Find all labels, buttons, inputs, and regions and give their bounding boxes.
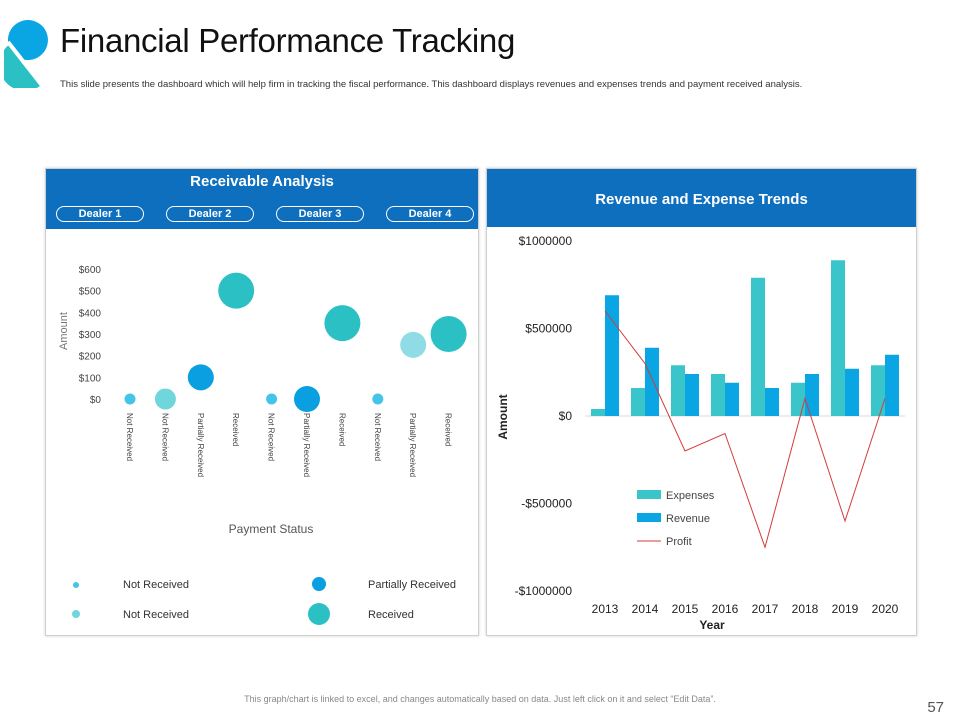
bar-revenue-2018 [805,374,819,416]
bar-x-tick-2015: 2015 [672,602,699,616]
legend-partially-received-marker [312,577,326,591]
dealer-1-button[interactable]: Dealer 1 [56,206,144,222]
bubble-y-tick-4: $400 [79,308,102,319]
legend-not-received-2-marker [72,610,80,618]
bar-expenses-2019 [831,260,845,416]
bar-revenue-2016 [725,382,739,416]
bubble-x-tick-10-received: Received [444,413,453,446]
bubble-point-7 [324,305,361,342]
bar-y-tick-0: $1000000 [519,234,573,248]
bar-x-axis-label: Year [699,618,725,632]
page-title: Financial Performance Tracking [60,22,516,59]
legend-partially-received-label: Partially Received [368,579,457,591]
bar-legend-expenses-swatch [637,490,661,499]
logo-top-shape [7,20,48,60]
revenue-expense-chart: Amount Year $1000000 $500000 $0 -$500000 -$1… [496,234,905,632]
bar-revenue-2019 [845,368,859,416]
line-profit [604,310,886,549]
bubble-point-3 [187,364,214,391]
bar-x-tick-2016: 2016 [712,602,739,616]
bubble-x-tick-1-not-received: Not Received [125,413,134,461]
bubble-point-4 [218,272,255,309]
bubble-x-tick-7-received: Received [337,413,346,446]
bar-x-tick-2013: 2013 [592,602,619,616]
bubble-point-8 [372,393,384,405]
bubble-y-tick-2: $200 [79,352,102,363]
legend-not-received-label: Not Received [123,579,190,591]
bar-x-tick-2014: 2014 [632,602,659,616]
legend-not-received-2-label: Not Received [123,609,190,621]
bar-expenses-2016 [711,374,725,416]
footer-note: This graph/chart is linked to excel, and… [244,694,716,704]
legend-received-marker [308,603,330,625]
bar-revenue-2017 [765,388,779,416]
bar-y-tick-3: -$500000 [521,497,572,511]
bubble-x-axis-label: Payment Status [229,522,314,536]
bubble-y-tick-1: $100 [79,373,102,384]
bubble-point-2 [154,388,176,410]
bar-x-tick-2019: 2019 [832,602,859,616]
revenue-expense-title: Revenue and Expense Trends [595,191,808,208]
bubble-y-tick-5: $500 [79,287,102,298]
receivable-bubble-chart: Amount Payment Status $0 $100 $200 $300 $400… [58,265,467,536]
legend-not-received-marker [73,582,79,588]
dealer-3-button[interactable]: Dealer 3 [276,206,364,222]
bar-expenses-2013 [591,409,605,416]
bar-y-tick-1: $500000 [525,322,572,336]
logo-divider [6,40,46,88]
receivable-analysis-header: Receivable Analysis Dealer 1 Dealer 2 De… [46,169,478,229]
bar-y-tick-4: -$1000000 [515,584,573,598]
bar-legend-expenses-label: Expenses [666,490,715,502]
bubble-y-tick-0: $0 [90,395,102,406]
bar-legend-revenue-label: Revenue [666,513,710,525]
bubble-point-9 [400,331,427,358]
bar-expenses-2014 [631,388,645,416]
bubble-point-6 [294,386,320,412]
bar-expenses-2020 [871,365,885,416]
company-logo [4,20,48,88]
bubble-x-tick-5-not-received: Not Received [267,413,276,461]
bar-expenses-2017 [751,277,765,416]
legend-received-label: Received [368,609,414,621]
bubble-x-tick-6-partially-received: Partially Received [302,413,311,477]
bar-x-tick-2020: 2020 [872,602,899,616]
bubble-y-tick-6: $600 [79,265,102,276]
bubble-point-10 [430,316,467,352]
page-number: 57 [927,699,944,716]
revenue-expense-panel: Revenue and Expense Trends Amount Year $… [486,168,917,636]
bar-expenses-2015 [671,365,685,416]
bar-y-axis-label: Amount [496,394,510,439]
bubble-x-tick-9-partially-received: Partially Received [408,413,417,477]
bubble-y-tick-3: $300 [79,330,102,341]
page-subtitle: This slide presents the dashboard which … [60,79,803,90]
bar-y-tick-2: $0 [559,409,573,423]
dealer-4-button[interactable]: Dealer 4 [386,206,474,222]
bubble-x-tick-8-not-received: Not Received [373,413,382,461]
bar-x-tick-2017: 2017 [752,602,779,616]
logo-bottom-shape [4,44,40,88]
bubble-x-tick-4-received: Received [231,413,240,446]
bar-legend-revenue-swatch [637,513,661,522]
receivable-legend [72,577,330,625]
bubble-point-5 [266,393,278,405]
bubble-point-1 [124,393,136,405]
bar-revenue-2015 [685,374,699,416]
bubble-x-tick-3-partially-received: Partially Received [196,413,205,477]
bubble-x-tick-2-not-received: Not Received [160,413,169,461]
bar-x-tick-2018: 2018 [792,602,819,616]
bubble-y-axis-label: Amount [58,312,70,350]
bar-legend-profit-label: Profit [666,536,692,548]
bar-revenue-2014 [645,347,659,416]
dealer-2-button[interactable]: Dealer 2 [166,206,254,222]
bar-revenue-2020 [885,354,899,416]
receivable-analysis-title: Receivable Analysis [190,173,334,190]
bar-expenses-2018 [791,382,805,416]
revenue-expense-header: Revenue and Expense Trends [487,169,916,227]
receivable-analysis-panel: Receivable Analysis Dealer 1 Dealer 2 De… [45,168,479,636]
